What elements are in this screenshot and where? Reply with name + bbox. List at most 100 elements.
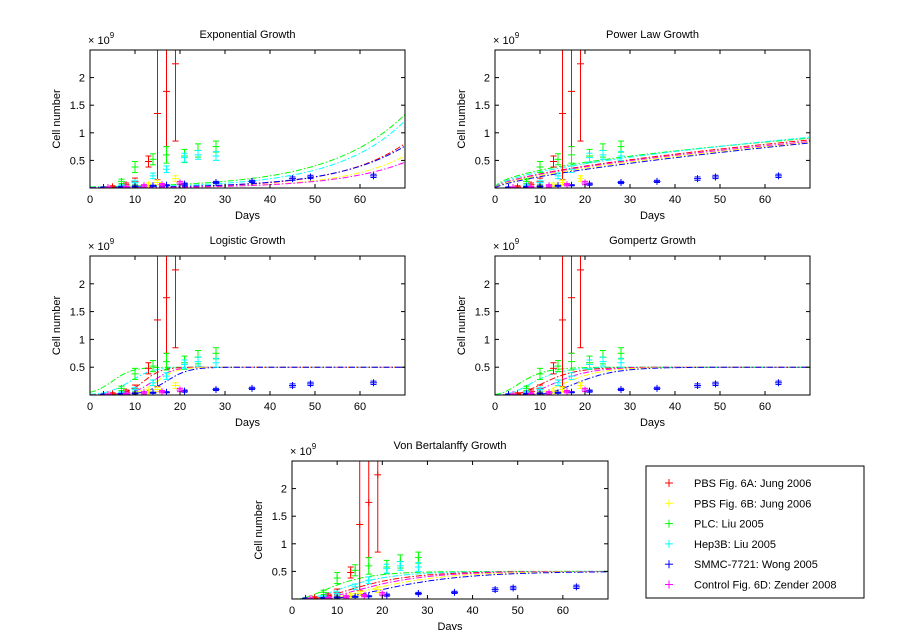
- data-point-s3-3: [568, 165, 575, 174]
- data-point-s2-1: [333, 572, 341, 585]
- fit-curve-5: [495, 366, 810, 395]
- x-tick-label: 40: [669, 401, 681, 413]
- x-tick-label: 20: [174, 401, 186, 413]
- fit-curve-1: [495, 136, 810, 188]
- data-point-s2-1: [131, 161, 139, 174]
- data-point-s4-7: [653, 177, 661, 185]
- y-tick-label: 0.5: [272, 566, 287, 578]
- data-point-s4-3: [351, 593, 359, 599]
- x-tick-label: 50: [309, 401, 321, 413]
- data-point-s0-3: [550, 155, 557, 168]
- data-point-s3-2: [149, 172, 157, 180]
- legend-marker: [665, 479, 673, 487]
- data-point-s5-2: [545, 182, 553, 188]
- data-point-s4-7: [248, 384, 256, 392]
- data-point-s4-6: [617, 178, 625, 186]
- data-point-s5-3: [360, 592, 368, 599]
- y-tick-label: 2: [484, 279, 490, 291]
- data-point-s4-10: [370, 379, 377, 387]
- data-point-s0-6: [374, 461, 382, 553]
- data-point-s0-5: [568, 256, 575, 354]
- legend-label: Control Fig. 6D: Zender 2008: [694, 580, 836, 592]
- legend-item: Control Fig. 6D: Zender 2008: [665, 580, 836, 592]
- data-point-s4-7: [248, 177, 256, 185]
- chart-title: Power Law Growth: [606, 29, 699, 41]
- data-point-s2-2: [149, 360, 157, 373]
- data-point-s5-2: [140, 389, 148, 395]
- x-tick-label: 0: [87, 194, 93, 206]
- data-point-s4-3: [149, 182, 157, 188]
- x-tick-label: 20: [376, 605, 388, 617]
- y-multiplier: × 109: [88, 31, 115, 47]
- x-tick-label: 50: [714, 194, 726, 206]
- axes-frame: [494, 255, 811, 396]
- y-multiplier-exp: 9: [515, 31, 520, 40]
- data-point-s3-5: [599, 356, 607, 367]
- data-point-s4-6: [414, 589, 422, 597]
- data-point-s2-6: [617, 347, 625, 360]
- data-point-s3-5: [194, 356, 202, 367]
- data-point-s4-8: [491, 586, 499, 594]
- data-point-s4-3: [149, 389, 157, 395]
- x-tick-label: 60: [354, 401, 366, 413]
- subplot-2: 0 10 20 30 40 50 60 0.5 1 1.5 2 × 109 Power Law Grow…: [456, 29, 811, 222]
- x-tick-label: 50: [309, 194, 321, 206]
- legend-marker: [665, 580, 673, 589]
- data-point-s4-3: [554, 182, 562, 188]
- data-point-s4-7: [451, 588, 459, 596]
- x-tick-label: 30: [219, 194, 231, 206]
- x-tick-label: 20: [174, 194, 186, 206]
- x-tick-label: 40: [466, 605, 478, 617]
- fit-curve-2: [90, 114, 405, 188]
- data-point-s3-4: [181, 152, 188, 163]
- data-point-s5-1: [122, 183, 130, 188]
- data-point-s3-6: [212, 357, 220, 368]
- data-point-s4-8: [289, 175, 296, 183]
- y-tick-label: 0.5: [475, 362, 490, 374]
- data-point-s3-4: [383, 563, 391, 574]
- data-point-s4-9: [712, 380, 719, 388]
- x-axis-label: Days: [437, 621, 463, 630]
- x-tick-label: 0: [289, 605, 295, 617]
- y-tick-label: 1: [79, 334, 85, 346]
- data-point-s5-2: [342, 593, 350, 599]
- data-point-s2-3: [568, 352, 575, 371]
- data-point-s4-10: [775, 172, 782, 180]
- x-axis-label: Days: [640, 417, 666, 429]
- data-point-s0-6: [172, 50, 179, 142]
- data-point-s4-10: [775, 379, 782, 387]
- x-tick-label: 20: [579, 401, 591, 413]
- axes-frame: [291, 460, 609, 600]
- data-point-s5-2: [140, 182, 148, 188]
- data-point-s2-1: [536, 367, 544, 380]
- fit-curve-1: [90, 155, 405, 188]
- y-multiplier-exp: 9: [312, 442, 317, 451]
- data-point-s3-4: [181, 359, 188, 370]
- y-tick-label: 1.5: [475, 100, 490, 112]
- data-point-s4-9: [712, 173, 719, 181]
- legend-marker: [665, 560, 673, 569]
- data-point-s4-9: [307, 173, 314, 181]
- plot-area: [90, 50, 405, 188]
- y-multiplier: × 109: [493, 31, 520, 47]
- data-point-s4-8: [694, 175, 701, 183]
- data-point-s5-0: [509, 183, 517, 188]
- data-point-s5-2: [545, 389, 553, 395]
- y-tick-label: 2: [281, 484, 287, 496]
- legend-marker: [665, 539, 673, 548]
- legend-item: PBS Fig. 6B: Jung 2006: [665, 498, 811, 510]
- x-tick-label: 30: [624, 401, 636, 413]
- data-point-s2-6: [212, 347, 220, 360]
- fit-curve-4: [292, 571, 608, 599]
- data-point-s3-4: [586, 359, 593, 370]
- y-tick-label: 0.5: [70, 362, 85, 374]
- data-point-s2-3: [365, 557, 373, 575]
- data-point-s0-5: [163, 50, 170, 148]
- data-point-s2-2: [554, 153, 562, 166]
- subplot-5: 0 10 20 30 40 50 60 0.5 1 1.5 2 × 109 Von Bertalanff…: [253, 440, 609, 630]
- legend-label: PBS Fig. 6A: Jung 2006: [694, 478, 811, 490]
- x-tick-label: 50: [512, 605, 524, 617]
- data-point-s0-6: [577, 256, 584, 349]
- fit-curve-5: [495, 142, 810, 188]
